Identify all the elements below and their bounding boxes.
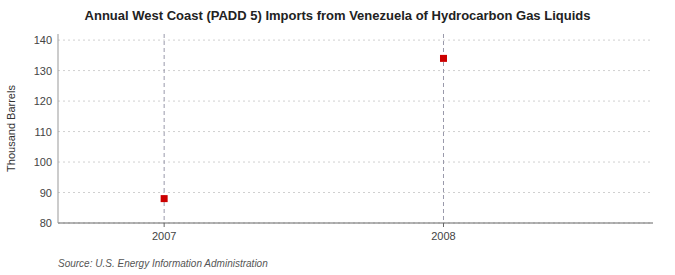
y-tick-label: 130 xyxy=(34,65,52,77)
y-grid-line xyxy=(58,101,653,102)
title: Annual West Coast (PADD 5) Imports from … xyxy=(85,8,591,23)
x-axis-line xyxy=(58,223,653,224)
chart-container: Annual West Coast (PADD 5) Imports from … xyxy=(0,0,675,275)
x-tick-label: 2008 xyxy=(431,230,455,242)
chart-svg: Annual West Coast (PADD 5) Imports from … xyxy=(0,0,675,275)
y-tick-label: 90 xyxy=(40,187,52,199)
axes: 80 90 100 110 120 130 140 2007 2008 xyxy=(34,34,653,242)
source-note: Source: U.S. Energy Information Administ… xyxy=(58,258,268,269)
points xyxy=(161,55,447,202)
y-tick-label: 110 xyxy=(34,126,52,138)
y-axis-label: Thousand Barrels xyxy=(5,85,17,172)
y-grid-line xyxy=(58,40,653,41)
y-tick-label: 80 xyxy=(40,217,52,229)
y-tick-label: 120 xyxy=(34,95,52,107)
y-grid-line xyxy=(58,162,653,163)
y-axis-line xyxy=(58,34,59,223)
y-grid-line xyxy=(58,223,653,224)
y-grid-line xyxy=(58,131,653,132)
x-tick-mark xyxy=(164,223,165,227)
x-tick-label: 2007 xyxy=(152,230,176,242)
grid xyxy=(58,34,653,223)
x-grid-line xyxy=(443,34,444,223)
y-grid-line xyxy=(58,192,653,193)
x-tick-mark xyxy=(443,223,444,227)
y-tick-label: 140 xyxy=(34,34,52,46)
background xyxy=(0,0,675,275)
point xyxy=(440,55,447,62)
y-grid-line xyxy=(58,70,653,71)
x-grid-line xyxy=(164,34,165,223)
point xyxy=(161,195,168,202)
y-tick-label: 100 xyxy=(34,156,52,168)
